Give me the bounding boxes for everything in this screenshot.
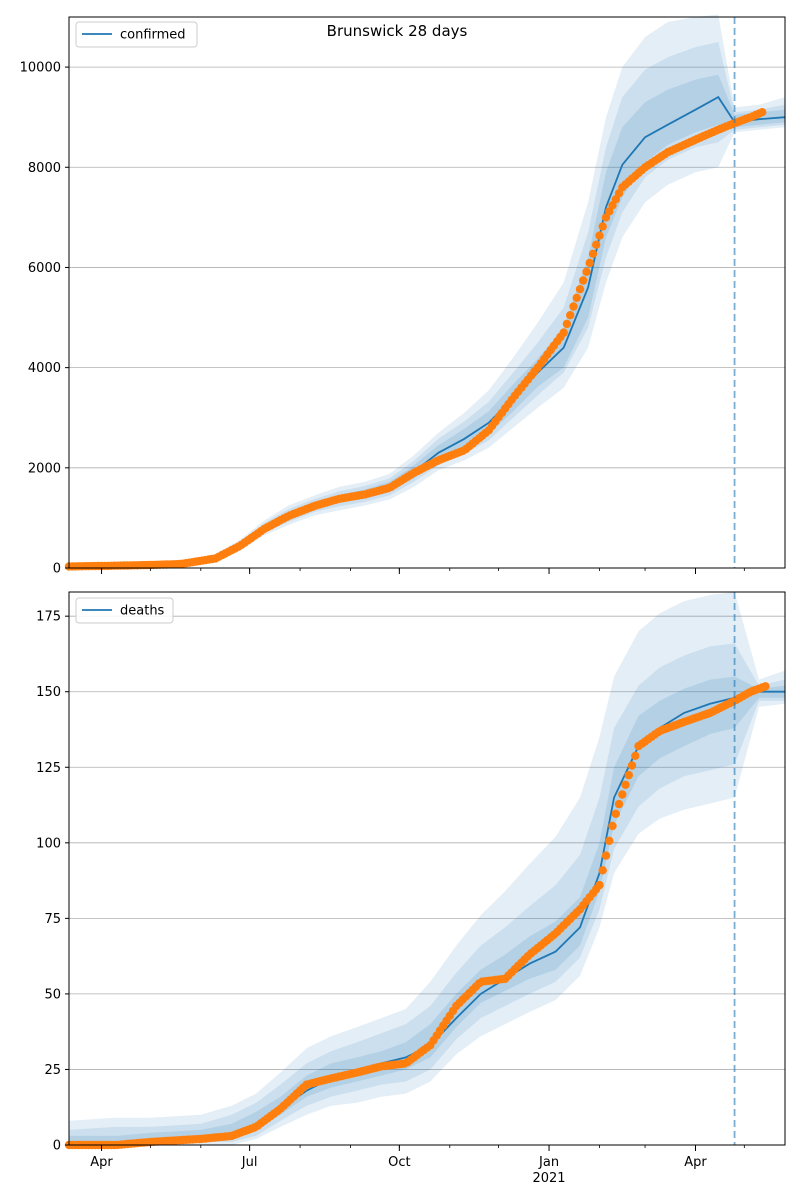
- observed-point: [588, 249, 598, 258]
- observed-point: [562, 319, 572, 329]
- x-tick-label: Apr: [90, 1155, 113, 1170]
- y-tick-label: 25: [44, 1063, 61, 1078]
- y-tick-label: 75: [44, 912, 61, 927]
- deaths-ticks: 0 25 50 75 100 125 150 175 Apr Jul Oct Jan Apr 2021: [36, 610, 745, 1186]
- observed-point: [559, 328, 568, 337]
- uncertainty-band-2: [69, 643, 785, 1145]
- deaths-legend: deaths: [75, 597, 174, 624]
- legend-box: [75, 597, 174, 624]
- observed-point: [598, 866, 607, 875]
- observed-point: [627, 761, 637, 770]
- confirmed-ticks: 0 2000 4000 6000 8000 10000: [20, 61, 745, 577]
- observed-point: [566, 311, 575, 320]
- y-tick-label: 2000: [28, 461, 61, 476]
- observed-point: [618, 790, 627, 799]
- confirmed-legend: confirmed: [75, 21, 198, 48]
- observed-point: [621, 780, 630, 789]
- deaths-panel: 0 25 50 75 100 125 150 175 Apr Jul Oct Jan Apr 2021 d…: [36, 591, 786, 1186]
- y-tick-label: 0: [53, 1139, 61, 1154]
- confirmed-plot-area: [64, 14, 786, 571]
- y-tick-label: 100: [36, 836, 61, 851]
- observed-point: [579, 276, 588, 285]
- deaths-plot-area: [64, 592, 785, 1150]
- y-tick-label: 175: [36, 610, 61, 625]
- y-tick-label: 8000: [28, 161, 61, 176]
- confirmed-axes-frame: [68, 16, 786, 569]
- legend-label-deaths: deaths: [120, 604, 165, 619]
- y-tick-label: 0: [53, 562, 61, 577]
- x-tick-label: Apr: [684, 1155, 707, 1170]
- x-tick-label: Oct: [388, 1155, 410, 1170]
- x-year-label: 2021: [532, 1171, 565, 1186]
- x-tick-label: Jul: [241, 1155, 258, 1170]
- legend-label-confirmed: confirmed: [120, 28, 186, 43]
- y-tick-label: 125: [36, 761, 61, 776]
- observed-point: [601, 851, 611, 860]
- uncertainty-band-3: [69, 74, 785, 568]
- observed-point: [758, 108, 767, 117]
- observed-point: [569, 302, 578, 311]
- y-tick-label: 50: [44, 987, 61, 1002]
- observed-point: [585, 258, 594, 268]
- y-tick-label: 6000: [28, 261, 61, 276]
- y-tick-label: 4000: [28, 361, 61, 376]
- x-tick-label: Jan: [538, 1155, 559, 1170]
- legend-box: [75, 21, 198, 48]
- observed-point: [582, 267, 591, 276]
- observed-point: [605, 836, 614, 845]
- uncertainty-band-2: [69, 42, 785, 568]
- observed-point: [592, 240, 601, 249]
- observed-point: [631, 751, 640, 760]
- observed-point: [575, 285, 585, 294]
- confirmed-panel: 0 2000 4000 6000 8000 10000 confirmed: [20, 14, 786, 577]
- uncertainty-band-1: [69, 592, 785, 1145]
- observed-point: [761, 682, 770, 691]
- uncertainty-band-1: [69, 14, 785, 568]
- observed-point: [572, 293, 581, 302]
- observed-point: [598, 222, 607, 231]
- observed-point: [595, 231, 604, 240]
- y-tick-label: 150: [36, 685, 61, 700]
- y-tick-label: 10000: [20, 61, 61, 76]
- observed-point: [624, 770, 633, 780]
- observed-point: [614, 799, 624, 809]
- figure-title: Brunswick 28 days: [327, 22, 468, 40]
- observed-point: [611, 809, 620, 818]
- observed-point: [608, 821, 617, 831]
- deaths-axes-frame: [68, 591, 786, 1146]
- observed-point: [595, 880, 604, 890]
